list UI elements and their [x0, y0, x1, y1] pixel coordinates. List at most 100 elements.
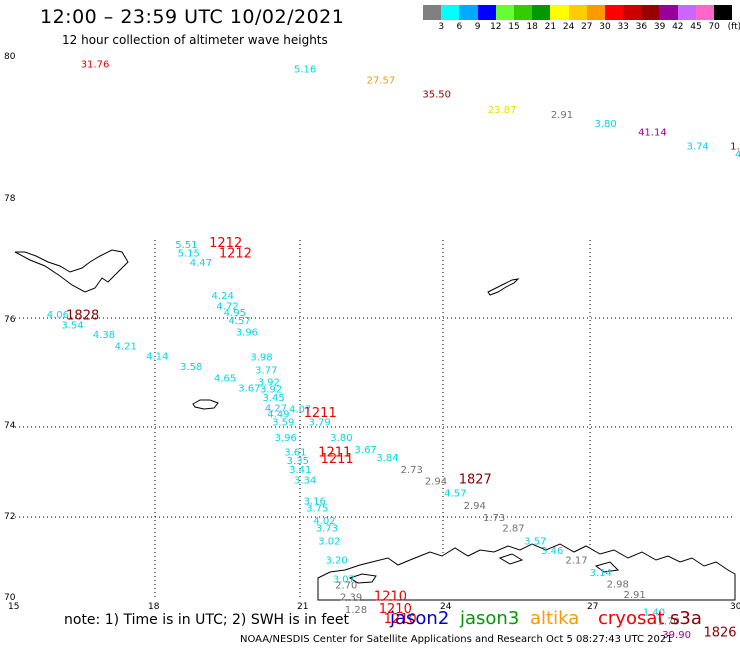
satellite-jason2: jason2 [390, 608, 450, 629]
satellite-cryosat: cryosat [598, 608, 665, 629]
legend-swatch [604, 5, 624, 20]
wave-height-label: 3.75 [306, 504, 328, 515]
color-scale-legend [423, 5, 733, 20]
pass-time-label: 1827 [459, 472, 492, 487]
legend-tick-label: 36 [635, 22, 648, 32]
legend-tick-label: 39 [653, 22, 666, 32]
lon-label: 18 [148, 602, 160, 612]
wave-height-label: 4.57 [229, 316, 251, 327]
legend-tick-label: 27 [581, 22, 593, 32]
graticule [15, 240, 735, 600]
wave-height-label: 4.49 [267, 409, 289, 420]
pass-time-label: 1211 [318, 446, 351, 461]
legend-swatch [659, 5, 678, 20]
wave-height-label: 4.21 [115, 341, 137, 352]
legend-swatch [441, 5, 460, 20]
lat-label: 70 [4, 593, 16, 603]
wave-height-label: 2.98 [607, 579, 629, 590]
legend-tick-label: 30 [599, 22, 611, 32]
wave-height-label: 4.47 [190, 258, 212, 269]
legend-swatch [513, 5, 533, 20]
lon-label: 15 [8, 602, 19, 612]
wave-height-label: 3.92 [258, 377, 280, 388]
axis-labels: 15 18 21 24 27 30 80 78 76 74 72 70 [4, 52, 740, 612]
pass-time-label: 1212 [219, 247, 252, 262]
wave-height-label: 4.65 [214, 373, 236, 384]
lat-label: 76 [4, 315, 16, 325]
observations-layer: 31.76 5.16 27.57 35.50 23.87 2.91 3.80 41.14 3.7… [47, 60, 740, 642]
wave-height-label: 2.91 [624, 590, 646, 601]
wave-height-label: 3.67 [238, 383, 260, 394]
lat-label: 74 [4, 421, 16, 431]
wave-height-label: 41.14 [638, 128, 667, 139]
wave-height-label: 3.35 [287, 456, 309, 467]
wave-height-label: 2.94 [425, 476, 447, 487]
wave-height-label: 4.95 [224, 308, 246, 319]
wave-height-label: 3.59 [272, 418, 294, 429]
wave-height-label: 1.70 [657, 617, 679, 628]
wave-height-label: 3.84 [376, 453, 398, 464]
legend-tick-label: 24 [562, 22, 575, 32]
satellite-s3a: s3a [670, 608, 702, 629]
wave-height-label: 3.41 [289, 465, 311, 476]
norway-coast [317, 543, 736, 601]
legend-swatch [568, 5, 587, 20]
pass-time-label: 1828 [66, 308, 99, 323]
lat-label: 78 [4, 194, 16, 204]
norway-island-2 [498, 553, 524, 565]
lon-label: 21 [297, 602, 308, 612]
lon-label: 30 [730, 602, 740, 612]
norway-island-3 [594, 561, 620, 573]
legend-tick-label: 42 [672, 22, 684, 32]
legend-swatch [714, 5, 733, 20]
svalbard-coast [14, 249, 129, 293]
wave-height-label: 3.74 [687, 141, 709, 152]
wave-height-label: 3.79 [308, 418, 330, 429]
wave-height-label: 39.90 [662, 630, 691, 641]
map-frame [15, 55, 735, 600]
wave-height-label: 3.80 [594, 119, 616, 130]
lon-label: 24 [440, 602, 452, 612]
legend-swatch [623, 5, 642, 20]
legend-tick-label: 21 [544, 22, 557, 32]
wave-height-label: 1.6 [730, 141, 740, 152]
color-scale-ticks: 3 6 9 12 15 18 21 24 27 30 33 36 39 42 45 70 (ft) [423, 22, 740, 34]
legend-swatch [459, 5, 478, 20]
pass-time-label: 1210 [384, 612, 417, 627]
wave-height-label: 2.73 [401, 465, 423, 476]
wave-height-label: 4.06 [47, 310, 69, 321]
wave-height-label: 3.96 [275, 433, 297, 444]
footer-note: note: 1) Time is in UTC; 2) SWH is in fe… [64, 612, 350, 628]
pass-time-label: 1210 [374, 590, 407, 605]
lon-label: 27 [587, 602, 598, 612]
legend-tick-label: 6 [456, 22, 463, 32]
pass-time-label: 1211 [304, 406, 337, 421]
wave-height-label: 2.39 [340, 593, 362, 604]
pass-time-label: 1210 [379, 602, 412, 617]
wave-height-label: 5.15 [178, 249, 200, 260]
wave-height-label: 5.16 [294, 64, 316, 75]
legend-swatch [550, 5, 569, 20]
page-subtitle: 12 hour collection of altimeter wave hei… [62, 33, 328, 47]
wave-height-label: 27.57 [367, 75, 396, 86]
wave-height-label: 31.76 [81, 60, 110, 71]
wave-height-label: 2.91 [551, 110, 573, 121]
legend-swatch [641, 5, 660, 20]
wave-height-label: 3.02 [318, 536, 340, 547]
pass-time-label: 1211 [321, 452, 354, 467]
satellite-jason3: jason3 [460, 608, 520, 629]
legend-swatch [495, 5, 514, 20]
wave-height-label: 4.27 [265, 403, 287, 414]
legend-tick-label: 15 [508, 22, 520, 32]
wave-height-label: 5.51 [175, 240, 197, 251]
lat-label: 72 [4, 512, 15, 522]
norway-island-1 [348, 573, 377, 584]
wave-height-label: 3.20 [325, 555, 347, 566]
wave-height-label: 3.16 [304, 497, 326, 508]
wave-height-label: 2.17 [565, 555, 587, 566]
legend-swatch [477, 5, 496, 20]
wave-height-label: 3.14 [590, 568, 612, 579]
wave-height-label: 3.73 [316, 523, 338, 534]
